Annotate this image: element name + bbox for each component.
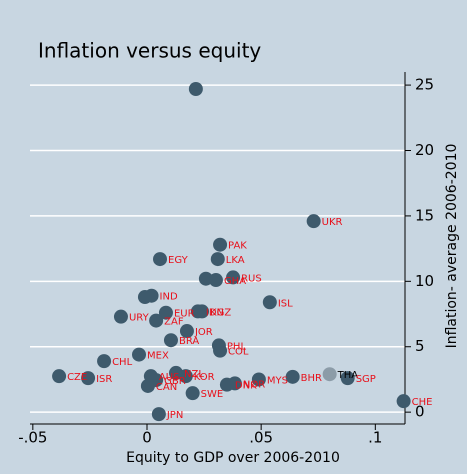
- point-label: ZAF: [164, 317, 184, 328]
- point-label: KGZ: [210, 307, 231, 318]
- point: [81, 371, 96, 386]
- point-label: DNK: [235, 381, 257, 392]
- point-label: NOR: [243, 379, 265, 390]
- y-tick-label: 5: [415, 337, 425, 355]
- point: [219, 377, 234, 392]
- point-label: GHA: [224, 276, 246, 287]
- point: [208, 273, 223, 288]
- point: [251, 372, 266, 387]
- point-label: GBR: [164, 376, 186, 387]
- point: [113, 309, 128, 324]
- point-label: URY: [129, 313, 150, 324]
- point: [285, 369, 300, 384]
- point-label: JPN: [166, 410, 183, 421]
- point-label: CHE: [412, 397, 433, 408]
- point-label: CHL: [112, 357, 133, 368]
- point: [195, 304, 210, 319]
- point-label: BRA: [179, 336, 199, 347]
- point: [226, 270, 241, 285]
- point-label: EGY: [168, 255, 189, 266]
- point: [158, 305, 173, 320]
- point-label: PHL: [227, 341, 247, 352]
- y-axis-label: Inflation- average 2006-2010: [444, 144, 460, 349]
- point: [396, 394, 411, 409]
- point-label: CZE: [67, 372, 87, 383]
- point: [140, 378, 155, 393]
- x-tick-label: -.05: [18, 429, 47, 447]
- point: [52, 369, 67, 384]
- point: [137, 290, 152, 305]
- point-label: RUS: [241, 273, 262, 284]
- point-label: IDN: [206, 307, 224, 318]
- point: [149, 313, 164, 328]
- x-tick-label: 0: [142, 429, 152, 447]
- y-tick-label: 15: [415, 206, 434, 224]
- point-label: PAK: [228, 241, 247, 252]
- point: [163, 333, 178, 348]
- chart-title: Inflation versus equity: [38, 39, 261, 63]
- y-tick-label: 25: [415, 76, 434, 94]
- point-label: THA: [337, 370, 359, 381]
- point-label: KOR: [194, 372, 215, 383]
- y-tick-label: 0: [415, 403, 425, 421]
- point: [188, 82, 203, 97]
- point: [153, 252, 168, 267]
- point-label: IND: [160, 292, 178, 303]
- y-tick-label: 10: [415, 272, 434, 290]
- point-label: EUR: [174, 309, 195, 320]
- point-label: AUS: [159, 372, 180, 383]
- point: [262, 295, 277, 310]
- x-axis-label: Equity to GDP over 2006-2010: [126, 450, 340, 466]
- point: [210, 252, 225, 267]
- point: [185, 386, 200, 401]
- point: [340, 371, 355, 386]
- point: [213, 237, 228, 252]
- point-label: MEX: [147, 351, 169, 362]
- point: [213, 343, 228, 358]
- point: [178, 369, 193, 384]
- point-label: UKR: [322, 217, 343, 228]
- y-tick-label: 20: [415, 141, 434, 159]
- point-label: NZL: [184, 369, 204, 380]
- point-label: BHR: [301, 373, 322, 384]
- point-label: CAN: [156, 382, 177, 393]
- point: [132, 347, 147, 362]
- point-label: JOR: [194, 327, 213, 338]
- point-label: ISR: [96, 374, 112, 385]
- point-label: ISL: [278, 298, 293, 309]
- x-tick-label: .05: [249, 429, 273, 447]
- point: [322, 367, 337, 382]
- point-label: SWE: [201, 389, 224, 400]
- point: [151, 407, 166, 422]
- point: [97, 354, 112, 369]
- point-label: MYS: [267, 375, 288, 386]
- point-label: SGP: [356, 374, 376, 385]
- point: [306, 214, 321, 229]
- x-tick-label: .1: [368, 429, 382, 447]
- point-label: LKA: [226, 255, 245, 266]
- point: [179, 324, 194, 339]
- point-label: COL: [228, 347, 249, 358]
